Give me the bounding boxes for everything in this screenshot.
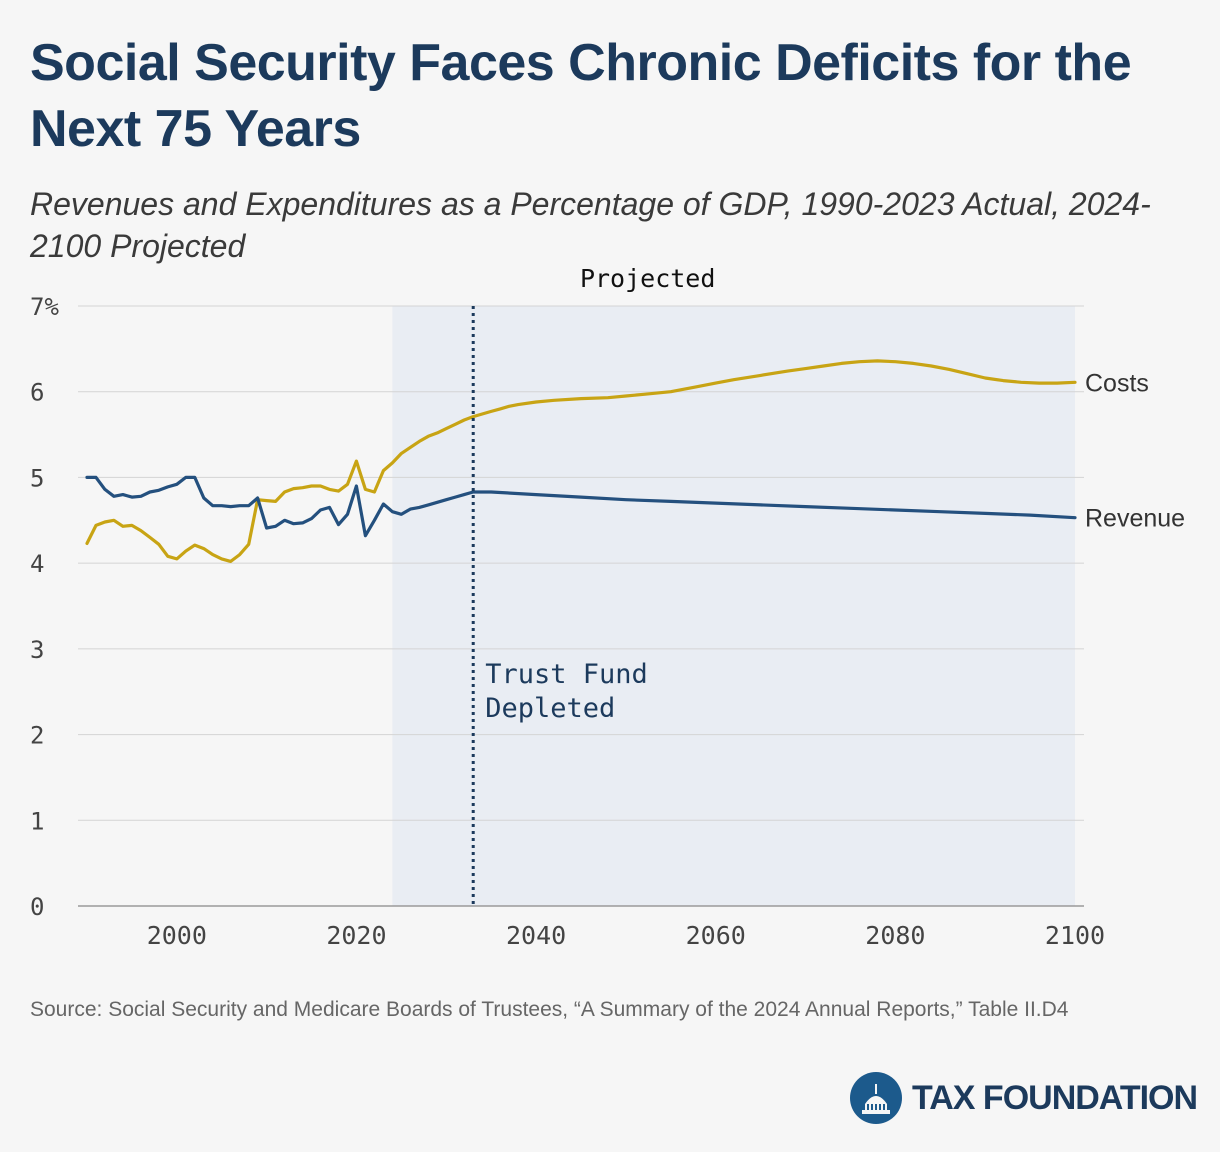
trust-fund-depleted-label: Trust Fund <box>485 659 648 690</box>
x-tick-label: 2020 <box>326 921 386 950</box>
logo-text: TAX FOUNDATION <box>912 1078 1198 1117</box>
trust-fund-depleted-label: Depleted <box>485 693 615 724</box>
series-lines-layer <box>85 359 1077 564</box>
y-tick-label: 7% <box>30 293 59 321</box>
tax-foundation-logo[interactable]: TAX FOUNDATION <box>848 1070 1198 1126</box>
projected-region <box>392 306 1076 906</box>
y-tick-label: 1 <box>30 807 44 835</box>
y-tick-label: 2 <box>30 722 44 750</box>
costs-series-label: Costs <box>1085 369 1149 397</box>
x-tick-label: 2080 <box>865 921 925 950</box>
source-note: Source: Social Security and Medicare Boa… <box>30 998 1069 1021</box>
gridlines-layer <box>78 305 1084 907</box>
y-tick-label: 6 <box>30 379 44 407</box>
chart-subtitle: Revenues and Expenditures as a Percentag… <box>30 186 1151 264</box>
revenue-series-label: Revenue <box>1085 505 1185 533</box>
x-tick-label: 2000 <box>147 921 207 950</box>
y-tick-label: 0 <box>30 893 44 921</box>
revenue-line <box>85 475 1077 538</box>
y-tick-label: 4 <box>30 550 44 578</box>
x-tick-label: 2060 <box>686 921 746 950</box>
y-tick-label: 5 <box>30 464 44 492</box>
projected-region-layer <box>392 306 1076 906</box>
chart-title: Social Security Faces Chronic Deficits f… <box>30 34 1132 158</box>
x-tick-label: 2040 <box>506 921 566 950</box>
costs-line <box>85 359 1077 564</box>
capitol-dome-icon <box>850 1072 902 1124</box>
y-tick-label: 3 <box>30 636 44 664</box>
labels-layer: Projected 0 1 2 3 4 5 6 7% 2000 2020 2040 2060 2080 21… <box>30 264 1185 950</box>
projected-label: Projected <box>580 264 715 293</box>
x-tick-label: 2100 <box>1045 921 1105 950</box>
